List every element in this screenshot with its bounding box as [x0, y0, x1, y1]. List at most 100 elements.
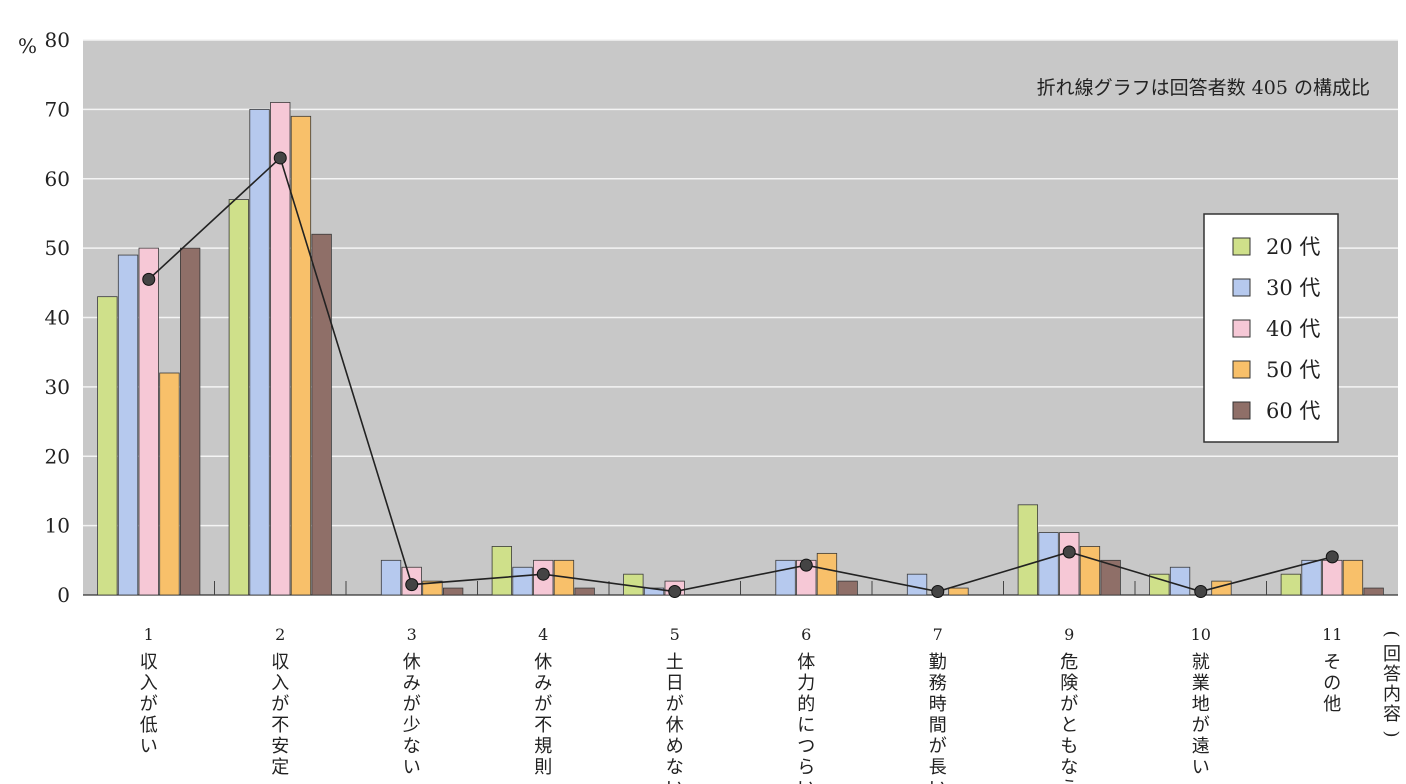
category-label-char: そ	[1323, 652, 1341, 673]
legend-swatch	[1232, 237, 1251, 256]
category-label-char: 勤	[929, 652, 947, 673]
category-label-char: が	[1060, 694, 1078, 715]
x-unit-char: 容	[1383, 704, 1401, 725]
bar	[442, 587, 464, 596]
y-unit-label: %	[18, 34, 37, 58]
y-tick-label: 70	[45, 97, 70, 121]
y-tick-label: 80	[45, 28, 70, 52]
legend-label: 40 代	[1266, 317, 1320, 341]
legend-box	[1203, 213, 1339, 443]
line-point	[1194, 585, 1208, 599]
category-label-char: 的	[797, 694, 815, 715]
x-unit-char: )	[1381, 730, 1402, 737]
y-tick-label: 40	[45, 306, 70, 330]
category-label-char: ら	[797, 757, 815, 778]
category-label-char: 力	[797, 673, 815, 694]
bar	[1059, 532, 1080, 596]
bar	[837, 580, 858, 596]
legend-label: 60 代	[1266, 399, 1320, 423]
category-label-char: 業	[1192, 673, 1210, 694]
category-label-char: 収	[271, 652, 289, 673]
bar	[1342, 559, 1364, 596]
category-label-char: 務	[929, 673, 947, 694]
category-label-char: な	[403, 736, 421, 757]
line-point	[1325, 550, 1339, 564]
category-label-char: 険	[1060, 673, 1078, 694]
category-label-char: い	[403, 757, 421, 778]
x-unit-char: 内	[1383, 684, 1401, 705]
category-number: 10	[1191, 625, 1211, 644]
bar	[1149, 573, 1170, 596]
category-label-char: 時	[929, 694, 947, 715]
category-label: 体力的につらい	[797, 652, 815, 784]
category-label-char: が	[403, 694, 421, 715]
bar	[290, 115, 312, 596]
category-label-char: 不	[271, 715, 289, 736]
category-label-char: 低	[140, 715, 158, 736]
category-label-char: 他	[1323, 694, 1341, 715]
category-label-char: 危	[1060, 652, 1078, 673]
line-point	[142, 272, 156, 286]
category-label-char: み	[403, 673, 421, 694]
bar	[574, 587, 595, 596]
total-line	[142, 151, 1339, 599]
category-label-char: 日	[666, 673, 684, 694]
y-tick-label: 30	[45, 375, 70, 399]
category-label-char: い	[666, 778, 684, 784]
category-label-char: 就	[1192, 652, 1210, 673]
category-number: 6	[801, 625, 811, 644]
bar	[270, 102, 291, 596]
chart-note: 折れ線グラフは回答者数 405 の構成比	[1037, 77, 1370, 99]
category-number: 1	[144, 625, 154, 644]
category-label-char: め	[666, 736, 684, 757]
category-label-char: 規	[534, 736, 552, 757]
x-axis-ticks	[214, 581, 1267, 595]
legend-swatch	[1232, 360, 1251, 379]
category-label-char: 安	[271, 736, 289, 757]
line-point	[1062, 545, 1076, 559]
bar	[906, 573, 928, 596]
category-number: 4	[538, 625, 548, 644]
bar	[1322, 559, 1343, 596]
category-label-char: つ	[797, 736, 815, 757]
bar	[1079, 546, 1101, 596]
category-label-char: 休	[666, 715, 684, 736]
bar	[249, 108, 270, 596]
bar	[816, 552, 838, 596]
y-tick-label: 0	[57, 583, 70, 607]
category-label-char: い	[1192, 757, 1210, 778]
category-label-char: み	[534, 673, 552, 694]
bar	[380, 559, 402, 596]
bar	[159, 372, 180, 596]
line-path	[148, 156, 1333, 593]
bar	[1017, 504, 1038, 596]
category-label-char: 不	[534, 715, 552, 736]
x-unit-char: 答	[1383, 664, 1401, 685]
category-number: 7	[933, 625, 943, 644]
bar	[311, 233, 332, 596]
bar	[1280, 573, 1301, 596]
category-label-char: が	[271, 694, 289, 715]
y-tick-label: 50	[45, 236, 70, 260]
bar	[228, 199, 250, 596]
category-label-char: 休	[403, 652, 421, 673]
bar	[1100, 559, 1121, 596]
category-label-char: も	[1060, 736, 1078, 757]
category-label-char: 収	[140, 652, 158, 673]
category-label-char: 入	[140, 673, 158, 694]
category-label-char: い	[797, 778, 815, 784]
category-label-char: が	[929, 736, 947, 757]
category-label-char: に	[797, 715, 815, 736]
line-point	[536, 567, 550, 581]
legend-swatch	[1232, 278, 1251, 297]
category-label-char: が	[666, 694, 684, 715]
category-number: 2	[275, 625, 285, 644]
legend-swatch	[1232, 319, 1251, 338]
category-label-char: な	[666, 757, 684, 778]
category-label: 勤務時間が長い	[929, 652, 947, 784]
bar	[1363, 587, 1384, 596]
category-number: 5	[670, 625, 680, 644]
